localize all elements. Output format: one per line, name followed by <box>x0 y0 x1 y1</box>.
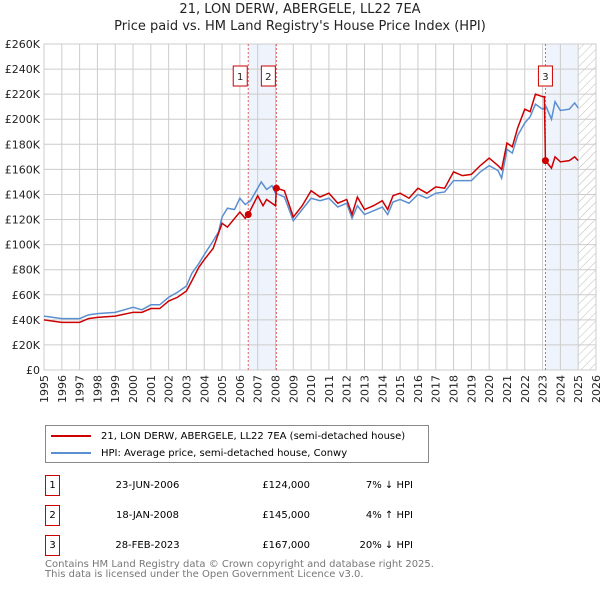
legend-property-label: 21, LON DERW, ABERGELE, LL22 7EA (semi-d… <box>101 430 406 442</box>
footer-copyright: Contains HM Land Registry data © Crown c… <box>45 559 434 570</box>
transaction-price: £167,000 <box>262 540 310 551</box>
y-tick-label: £180K <box>5 138 41 151</box>
x-tick-label: 2023 <box>537 375 550 403</box>
sale-label: 3 <box>542 72 548 83</box>
transaction-hpi-diff: 20% ↓ HPI <box>359 540 413 551</box>
sale-label-box <box>260 65 276 87</box>
transaction-price: £145,000 <box>262 510 310 521</box>
x-tick-label: 2009 <box>287 375 300 403</box>
x-tick-label: 2013 <box>359 375 372 403</box>
x-tick-label: 2026 <box>590 375 600 403</box>
property-price-line <box>43 93 579 324</box>
x-tick-label: 2024 <box>554 375 567 403</box>
transaction-date: 18-JAN-2008 <box>115 510 180 521</box>
legend-hpi-label: HPI: Average price, semi-detached house,… <box>101 447 348 459</box>
transaction-number: 2 <box>45 505 60 526</box>
sale-label: 2 <box>265 72 271 83</box>
footer-licence: This data is licensed under the Open Gov… <box>45 569 364 580</box>
legend-hpi-line <box>51 452 91 454</box>
x-tick-label: 2025 <box>572 375 585 403</box>
x-tick-label: 2019 <box>465 375 478 403</box>
forecast-hatch <box>578 44 596 370</box>
x-tick-label: 2021 <box>501 375 514 403</box>
x-tick-label: 2012 <box>341 375 354 403</box>
y-tick-label: £40K <box>12 314 41 327</box>
plot-border <box>43 43 597 371</box>
y-tick-label: £260K <box>5 38 41 51</box>
y-tick-label: £200K <box>5 113 41 126</box>
transaction-date: 23-JUN-2006 <box>115 480 180 491</box>
transaction-hpi-diff: 7% ↓ HPI <box>365 480 413 491</box>
x-tick-label: 1996 <box>56 375 69 403</box>
x-tick-label: 2014 <box>376 375 389 403</box>
y-tick-label: £240K <box>5 63 41 76</box>
shaded-region <box>545 44 579 370</box>
sale-label-box <box>232 65 248 87</box>
sale-label-box <box>537 65 553 87</box>
x-tick-label: 1999 <box>109 375 122 403</box>
transaction-date: 28-FEB-2023 <box>115 540 180 551</box>
x-tick-label: 2005 <box>216 375 229 403</box>
x-tick-label: 1995 <box>38 375 51 403</box>
x-tick-label: 2017 <box>430 375 443 403</box>
sale-point <box>541 157 549 165</box>
x-tick-label: 2003 <box>180 375 193 403</box>
legend: 21, LON DERW, ABERGELE, LL22 7EA (semi-d… <box>45 425 429 463</box>
chart-subtitle: Price paid vs. HM Land Registry's House … <box>114 19 486 34</box>
x-tick-label: 1997 <box>74 375 87 403</box>
footer: Contains HM Land Registry data © Crown c… <box>45 560 434 580</box>
x-tick-label: 2004 <box>198 375 211 403</box>
x-tick-label: 2022 <box>519 375 532 403</box>
x-tick-label: 2006 <box>234 375 247 403</box>
legend-property-line <box>51 435 91 437</box>
x-tick-label: 2001 <box>145 375 158 403</box>
x-tick-label: 2016 <box>412 375 425 403</box>
x-tick-label: 2018 <box>448 375 461 403</box>
y-tick-label: £120K <box>5 214 41 227</box>
x-tick-label: 2007 <box>252 375 265 403</box>
x-tick-label: 2020 <box>483 375 496 403</box>
x-tick-label: 2010 <box>305 375 318 403</box>
y-tick-label: £100K <box>5 239 41 252</box>
chart-title: 21, LON DERW, ABERGELE, LL22 7EA <box>179 2 421 17</box>
x-tick-label: 2000 <box>127 375 140 403</box>
transaction-row: 1 23-JUN-2006 £124,000 7% ↓ HPI <box>45 475 413 497</box>
hpi-line <box>43 99 579 320</box>
x-tick-label: 2011 <box>323 375 336 403</box>
x-tick-label: 1998 <box>91 375 104 403</box>
y-tick-label: £0 <box>26 364 40 377</box>
y-tick-label: £220K <box>5 88 41 101</box>
y-tick-label: £20K <box>12 339 41 352</box>
transaction-number: 3 <box>45 535 60 556</box>
transaction-price: £124,000 <box>262 480 310 491</box>
y-tick-label: £140K <box>5 188 41 201</box>
x-tick-label: 2008 <box>269 375 282 403</box>
x-tick-label: 2015 <box>394 375 407 403</box>
sale-point <box>272 184 280 192</box>
transaction-row: 3 28-FEB-2023 £167,000 20% ↓ HPI <box>45 535 413 557</box>
x-tick-label: 2002 <box>163 375 176 403</box>
transaction-number: 1 <box>45 475 60 496</box>
chart-plot: £0 £20K £40K £60K £80K £100K £120K £140K £160K £1… <box>5 38 600 403</box>
transaction-hpi-diff: 4% ↑ HPI <box>365 510 413 521</box>
sale-point <box>244 211 252 219</box>
y-tick-label: £160K <box>5 163 41 176</box>
transaction-row: 2 18-JAN-2008 £145,000 4% ↑ HPI <box>45 505 413 527</box>
sale-label: 1 <box>237 72 243 83</box>
y-tick-label: £80K <box>12 264 41 277</box>
shaded-region <box>248 44 277 370</box>
y-tick-label: £60K <box>12 289 41 302</box>
